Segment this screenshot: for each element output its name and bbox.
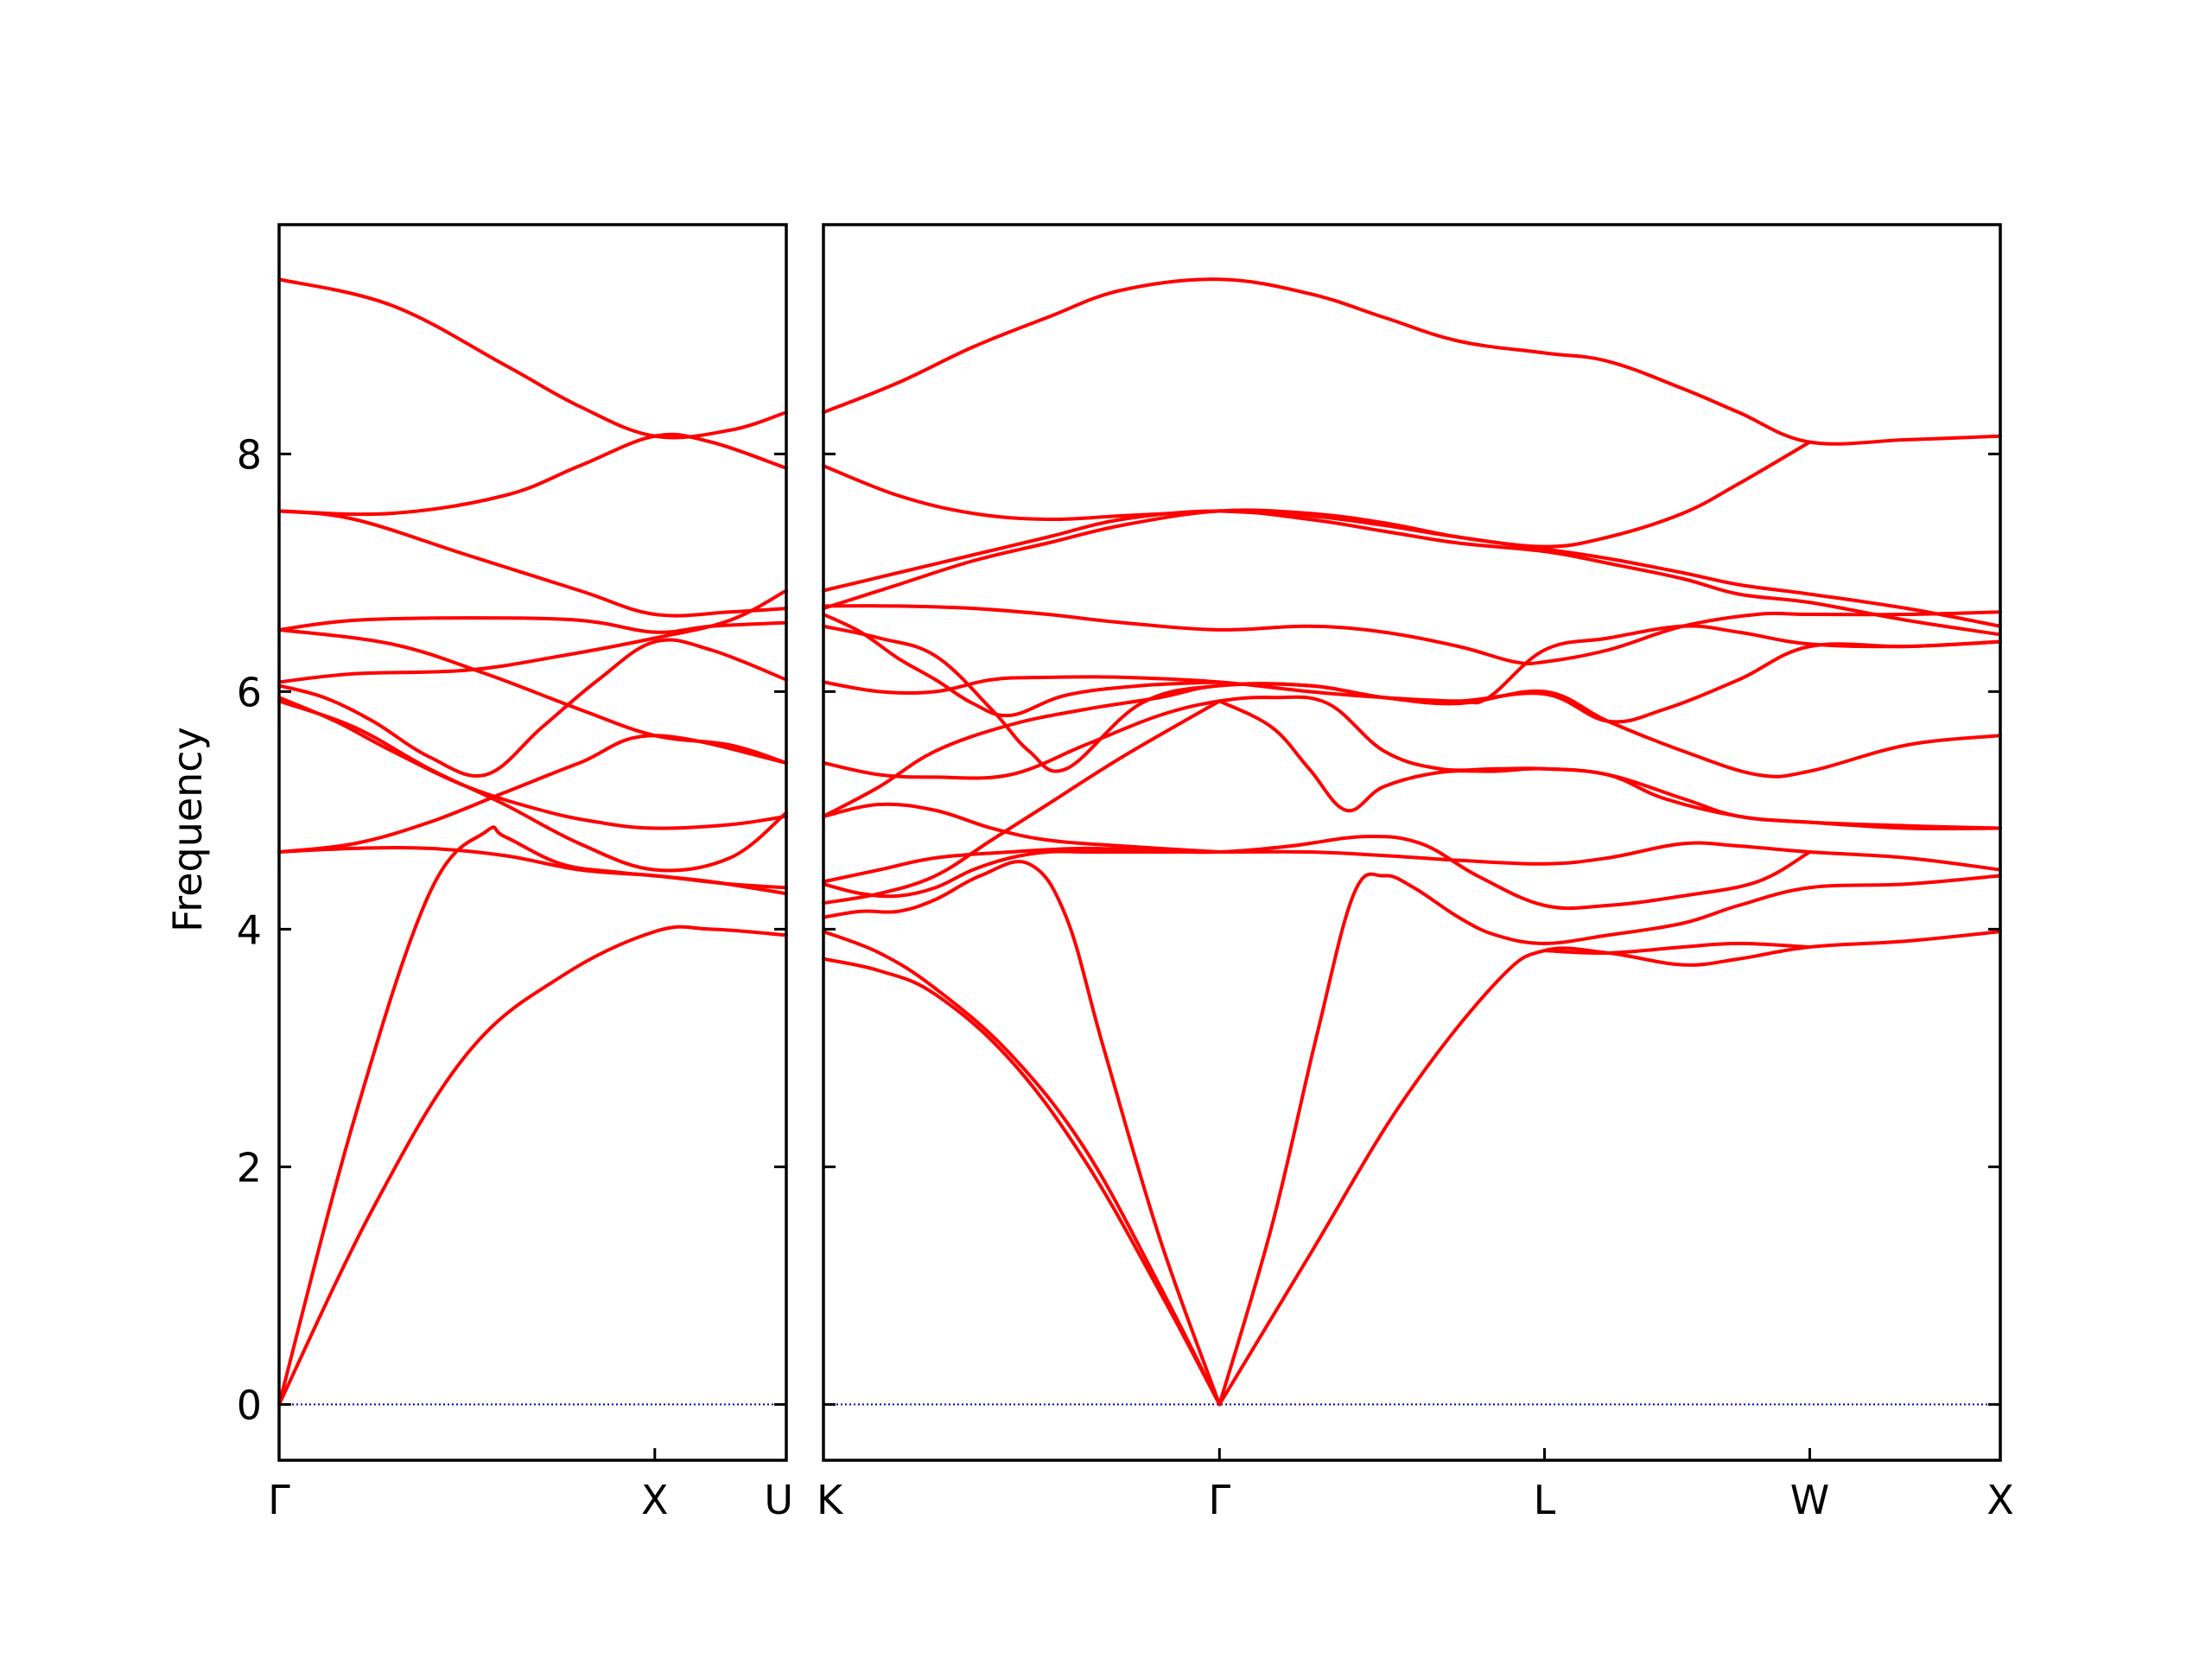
band-line xyxy=(822,624,2002,705)
x-tick-label: Γ xyxy=(268,1477,290,1523)
panel-frame xyxy=(822,223,2002,1462)
x-tick-label: Γ xyxy=(1209,1477,1231,1523)
band-line xyxy=(277,588,788,684)
x-tick-label: W xyxy=(1790,1477,1829,1523)
y-tick-label: 4 xyxy=(237,906,262,953)
x-tick-label: L xyxy=(1534,1477,1556,1523)
band-line xyxy=(822,509,2002,637)
x-tick-label: X xyxy=(1986,1477,2014,1523)
band-line xyxy=(822,802,1222,854)
x-tick-label: U xyxy=(764,1477,793,1523)
band-line xyxy=(822,277,2002,446)
band-line xyxy=(822,604,2002,666)
panel-frame xyxy=(277,223,788,1462)
band-line xyxy=(822,613,1222,718)
x-tick-label: X xyxy=(641,1477,669,1523)
band-line xyxy=(822,957,1222,1407)
band-line xyxy=(822,860,1222,1407)
band-line xyxy=(1542,941,1812,955)
band-line xyxy=(822,699,1222,906)
band-line xyxy=(277,277,788,440)
y-tick-label: 0 xyxy=(237,1382,262,1428)
band-line xyxy=(277,696,788,830)
band-line xyxy=(822,930,1222,1407)
band-line xyxy=(822,695,2002,830)
band-line xyxy=(277,432,788,517)
y-tick-label: 6 xyxy=(237,669,262,715)
band-line xyxy=(277,925,788,1407)
band-line xyxy=(822,841,2002,899)
y-tick-label: 2 xyxy=(237,1144,262,1191)
plot-layer: Γ X U K Γ L W X 0 2 4 6 8 xyxy=(237,223,2014,1523)
band-line xyxy=(277,638,788,778)
y-axis-title: Frequency xyxy=(164,727,211,932)
band-line xyxy=(822,464,1222,522)
band-line xyxy=(822,835,1812,911)
band-line xyxy=(1217,930,2002,1407)
band-line xyxy=(1217,440,1812,549)
band-line xyxy=(1217,872,2002,1407)
band-line xyxy=(277,699,788,873)
band-line xyxy=(277,509,788,618)
x-tick-label: K xyxy=(817,1477,844,1523)
y-tick-label: 8 xyxy=(237,431,262,478)
band-line xyxy=(277,846,788,890)
band-line xyxy=(277,734,788,854)
